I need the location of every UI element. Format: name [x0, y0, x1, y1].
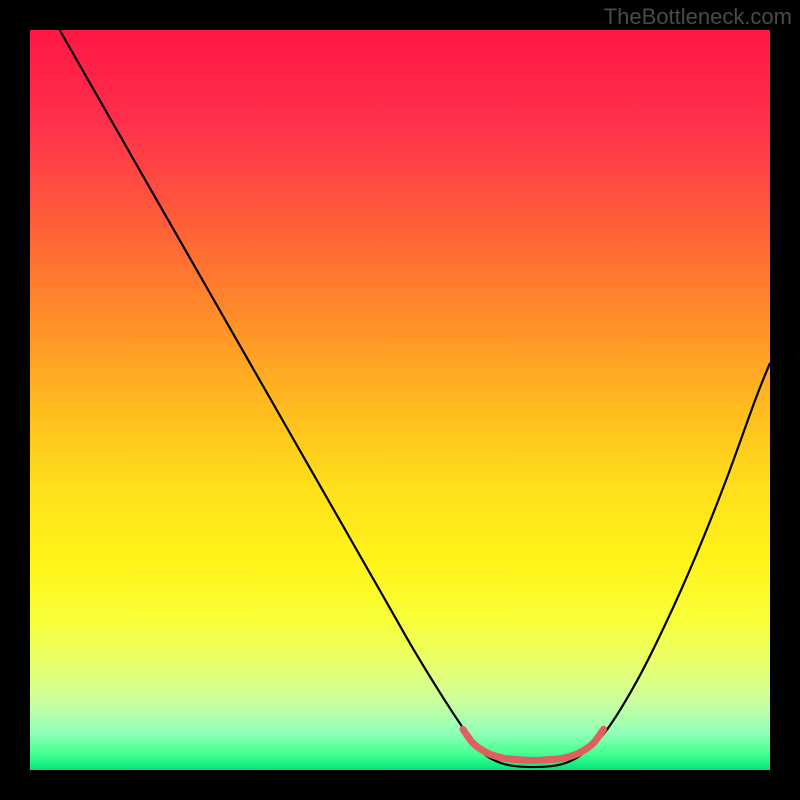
chart-plot-area [30, 30, 770, 770]
watermark-text: TheBottleneck.com [604, 4, 792, 30]
chart-background [30, 30, 770, 770]
bottleneck-chart [30, 30, 770, 770]
